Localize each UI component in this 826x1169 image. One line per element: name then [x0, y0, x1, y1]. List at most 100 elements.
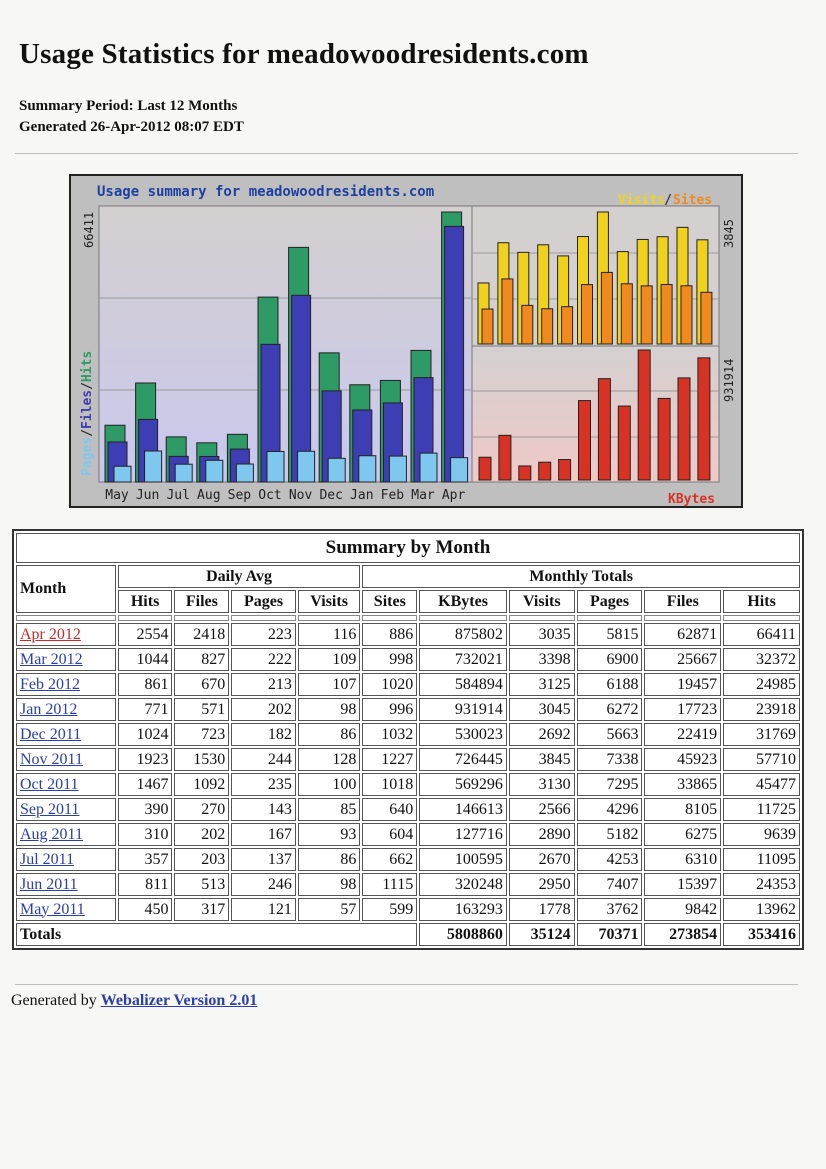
table-row: Dec 2011 1024 723 182 86 1032 530023 2692 5663 22… — [16, 723, 800, 746]
table-body: Apr 2012 2554 2418 223 116 886 875802 3035 5815 6… — [16, 615, 800, 946]
table-cell: 15397 — [644, 873, 722, 896]
kbytes-bar — [657, 397, 671, 481]
month-link[interactable]: Jul 2011 — [20, 850, 75, 868]
table-cell: 1032 — [362, 723, 418, 746]
table-row: Nov 2011 1923 1530 244 128 1227 726445 3845 7338… — [16, 748, 800, 771]
month-link[interactable]: Feb 2012 — [20, 675, 80, 693]
table-cell: 146613 — [419, 798, 507, 821]
table-cell: 246 — [231, 873, 296, 896]
summary-period: Summary Period: Last 12 Months — [19, 98, 238, 114]
table-cell: 116 — [297, 623, 361, 646]
chart-title: Usage summary for meadowoodresidents.com — [97, 184, 434, 200]
table-cell: 8105 — [644, 798, 722, 821]
kbytes-bar — [498, 434, 512, 481]
month-link[interactable]: Jun 2011 — [20, 875, 78, 893]
table-cell: 202 — [174, 823, 230, 846]
month-header: Month — [16, 565, 116, 613]
month-link[interactable]: May 2011 — [20, 900, 85, 918]
table-cell: 203 — [174, 848, 230, 871]
pages-bar — [297, 450, 316, 483]
x-tick-label: Jul — [166, 488, 189, 503]
table-cell: 223 — [231, 623, 296, 646]
table-cell: 24985 — [723, 673, 800, 696]
x-axis-labels: May Jun Jul Aug Sep Oct Nov Dec Jan Feb Mar Apr — [105, 488, 465, 503]
pages-bar — [266, 450, 285, 483]
table-row: Jun 2011 811 513 246 98 1115 320248 2950 7407 153… — [16, 873, 800, 896]
table-cell: 57710 — [723, 748, 800, 771]
table-cell: 670 — [174, 673, 230, 696]
month-link[interactable]: Oct 2011 — [20, 775, 79, 793]
month-link[interactable]: Sep 2011 — [20, 800, 80, 818]
table-cell: 137 — [231, 848, 296, 871]
table-cell: 9842 — [644, 898, 722, 921]
table-cell: 1227 — [362, 748, 418, 771]
x-tick-label: May — [105, 488, 129, 503]
month-cell: Oct 2011 — [16, 773, 116, 796]
gap-cell — [723, 615, 800, 621]
pages-bar — [113, 465, 132, 483]
month-link[interactable]: Mar 2012 — [20, 650, 83, 668]
header-gap-row — [16, 615, 800, 621]
table-row: Jan 2012 771 571 202 98 996 931914 3045 6272 1772… — [16, 698, 800, 721]
month-link[interactable]: Nov 2011 — [20, 750, 83, 768]
totals-cell: 5808860 — [419, 923, 507, 946]
kbytes-bar — [677, 377, 691, 481]
table-cell: 3125 — [508, 673, 575, 696]
table-cell: 128 — [297, 748, 361, 771]
table-cell: 569296 — [419, 773, 507, 796]
month-link[interactable]: Apr 2012 — [20, 625, 81, 643]
table-cell: 86 — [297, 723, 361, 746]
table-cell: 604 — [362, 823, 418, 846]
column-header: Pages — [231, 590, 296, 613]
month-link[interactable]: Jan 2012 — [20, 700, 78, 718]
pages-bar — [419, 452, 438, 483]
totals-label: Totals — [16, 923, 418, 946]
table-cell: 33865 — [644, 773, 722, 796]
gap-cell — [231, 615, 296, 621]
table-cell: 530023 — [419, 723, 507, 746]
column-header: Files — [174, 590, 230, 613]
webalizer-link[interactable]: Webalizer Version 2.01 — [100, 992, 258, 1009]
table-cell: 584894 — [419, 673, 507, 696]
x-tick-label: Nov — [289, 488, 313, 503]
x-tick-label: Jun — [136, 488, 159, 503]
month-link[interactable]: Dec 2011 — [20, 725, 82, 743]
table-cell: 996 — [362, 698, 418, 721]
table-cell: 222 — [231, 648, 296, 671]
table-cell: 244 — [231, 748, 296, 771]
gap-cell — [174, 615, 230, 621]
legend-files: Files — [80, 390, 95, 429]
table-cell: 827 — [174, 648, 230, 671]
gap-cell — [16, 615, 116, 621]
table-cell: 2418 — [174, 623, 230, 646]
x-tick-label: Dec — [319, 488, 342, 503]
right-bottom-axis-max: 931914 — [722, 359, 736, 402]
left-legend: Pages/Files/Hits — [80, 351, 95, 476]
table-cell: 2890 — [508, 823, 575, 846]
sites-bar — [541, 308, 554, 345]
month-link[interactable]: Aug 2011 — [20, 825, 83, 843]
table-cell: 7295 — [576, 773, 643, 796]
gap-cell — [508, 615, 575, 621]
table-cell: 7407 — [576, 873, 643, 896]
month-cell: Mar 2012 — [16, 648, 116, 671]
month-cell: Apr 2012 — [16, 623, 116, 646]
table-cell: 62871 — [644, 623, 722, 646]
pages-bar — [388, 455, 407, 483]
table-cell: 85 — [297, 798, 361, 821]
table-cell: 662 — [362, 848, 418, 871]
table-cell: 270 — [174, 798, 230, 821]
sites-bar — [700, 291, 713, 345]
table-cell: 23918 — [723, 698, 800, 721]
table-cell: 182 — [231, 723, 296, 746]
footer-prefix: Generated by — [11, 992, 97, 1009]
sites-bar — [660, 283, 673, 345]
table-cell: 57 — [297, 898, 361, 921]
table-cell: 5815 — [576, 623, 643, 646]
x-tick-label: Oct — [258, 488, 281, 503]
table-cell: 45477 — [723, 773, 800, 796]
gap-cell — [419, 615, 507, 621]
table-cell: 121 — [231, 898, 296, 921]
sites-bar — [581, 284, 593, 345]
table-cell: 998 — [362, 648, 418, 671]
